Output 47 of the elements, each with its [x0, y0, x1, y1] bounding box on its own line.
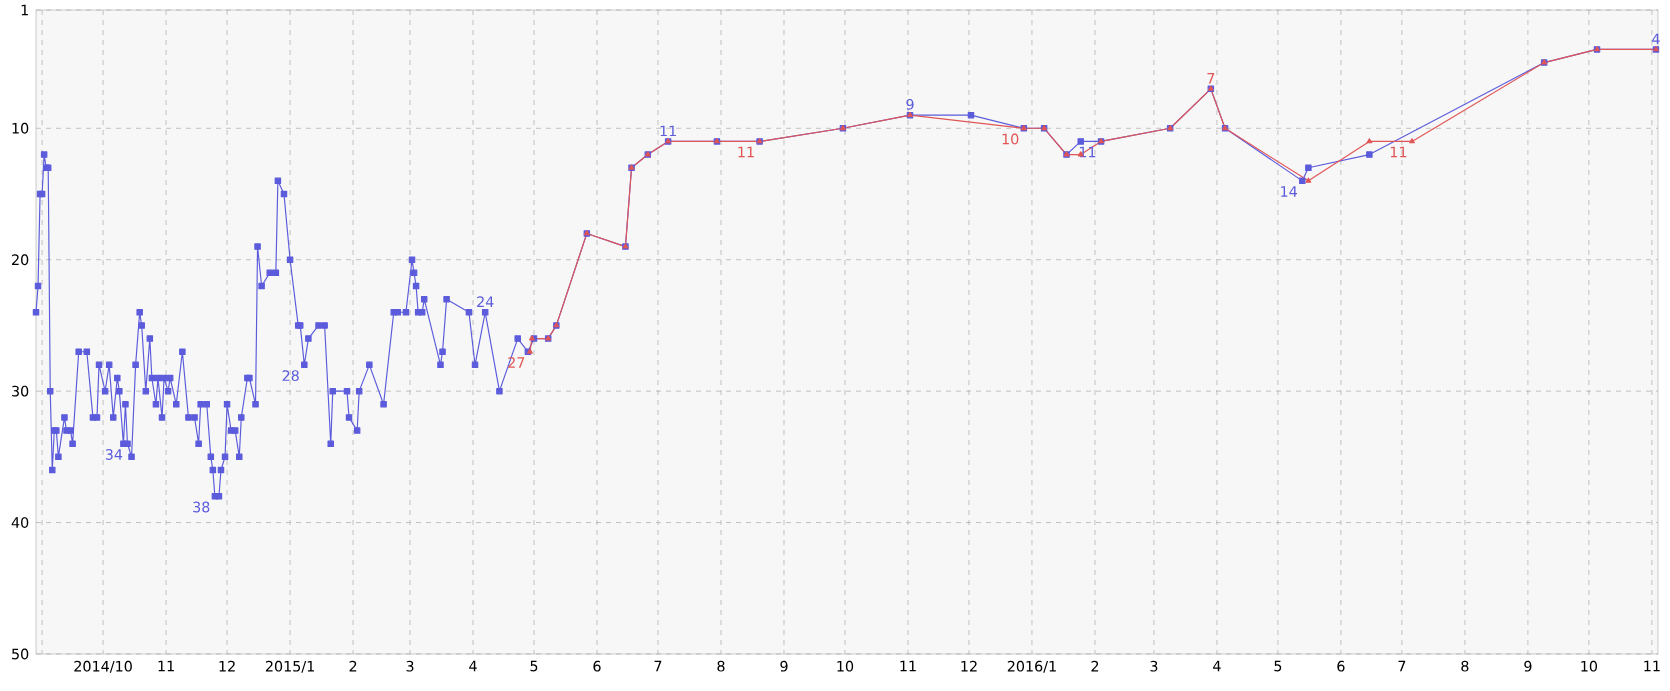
x-tick-label: 2014/10	[74, 660, 132, 673]
x-tick-label: 11	[900, 660, 916, 672]
x-tick-label: 4	[469, 660, 477, 672]
data-label: 4	[1652, 33, 1660, 45]
data-label: 14	[1281, 186, 1297, 197]
y-tick-label: 40	[11, 517, 29, 528]
x-tick-label: 12	[961, 660, 977, 672]
x-tick-label: 8	[1461, 660, 1469, 672]
x-tick-label: 5	[1274, 660, 1282, 672]
x-tick-label: 9	[780, 660, 788, 672]
x-tick-label: 2015/1	[265, 660, 314, 673]
x-tick-label: 4	[1213, 660, 1221, 672]
data-label: 24	[477, 296, 494, 307]
data-label: 11	[660, 125, 676, 137]
x-tick-label: 12	[219, 660, 235, 672]
data-label: 11	[1390, 146, 1407, 158]
x-tick-label: 9	[1524, 660, 1532, 672]
x-tick-label: 10	[837, 660, 854, 672]
x-tick-label: 5	[530, 660, 538, 672]
x-tick-label: 2	[1091, 660, 1099, 672]
y-tick-label: 1	[21, 4, 28, 16]
x-tick-label: 3	[1150, 660, 1158, 672]
x-tick-label: 7	[654, 660, 662, 672]
x-tick-label: 6	[1337, 660, 1345, 672]
y-tick-label: 20	[12, 254, 29, 266]
data-label: 10	[1002, 133, 1019, 145]
point	[1366, 138, 1373, 144]
data-label: 28	[282, 370, 299, 382]
x-tick-label: 2	[349, 660, 357, 672]
x-tick-label: 10	[1581, 660, 1598, 672]
x-tick-label: 11	[158, 660, 174, 672]
point	[1409, 138, 1415, 144]
x-tick-label: 11	[1644, 660, 1660, 672]
x-tick-label: 8	[717, 660, 725, 672]
data-label: 7	[1207, 73, 1215, 84]
data-label: 38	[193, 501, 210, 513]
y-tick-label: 30	[12, 385, 29, 397]
y-tick-label: 50	[12, 648, 29, 660]
data-label: 11	[738, 146, 754, 158]
point	[1305, 177, 1312, 183]
data-label: 34	[105, 449, 123, 460]
x-tick-label: 7	[1398, 660, 1406, 672]
x-tick-label: 2016/1	[1007, 660, 1056, 673]
y-tick-label: 10	[12, 122, 29, 134]
x-tick-label: 6	[593, 660, 601, 672]
data-label: 9	[906, 98, 914, 110]
x-tick-label: 3	[406, 660, 414, 672]
